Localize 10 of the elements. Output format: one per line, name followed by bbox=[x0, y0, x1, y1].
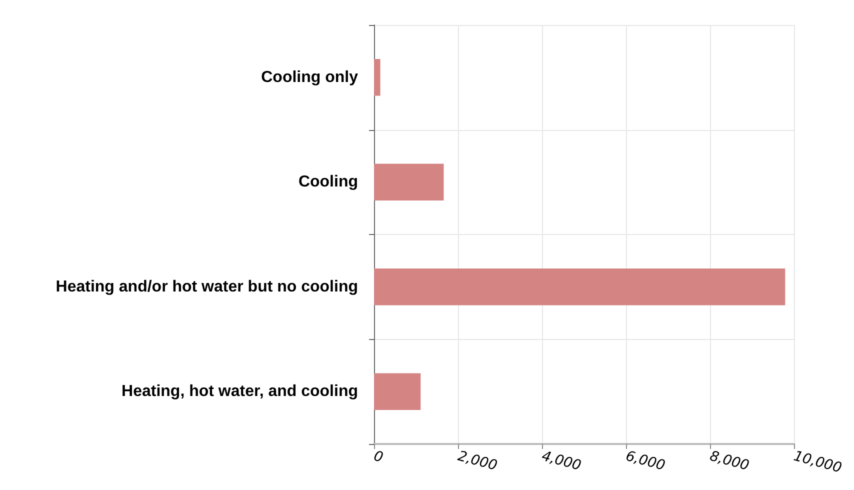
y-tick-label: Cooling only bbox=[261, 68, 358, 86]
y-tick-label: Heating, hot water, and cooling bbox=[122, 383, 358, 400]
x-tick-label: 0 bbox=[372, 448, 385, 466]
x-tick-label: 6,000 bbox=[624, 448, 667, 474]
x-tick-label: 4,000 bbox=[540, 448, 583, 474]
y-tick-label: Heating and/or hot water but no cooling bbox=[56, 278, 358, 296]
x-tick-label: 2,000 bbox=[456, 448, 499, 474]
x-tick-label: 8,000 bbox=[708, 448, 751, 474]
y-tick-label: Cooling bbox=[298, 174, 358, 191]
x-tick-label: 10,000 bbox=[792, 448, 844, 476]
